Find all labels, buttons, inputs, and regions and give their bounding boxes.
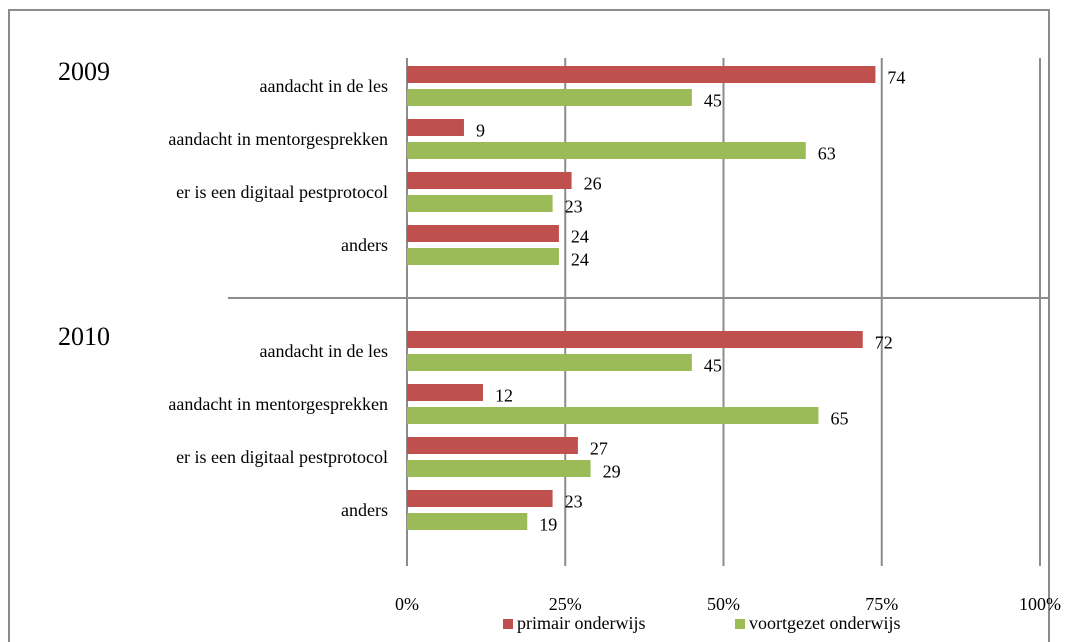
bar — [407, 384, 483, 401]
bar — [407, 119, 464, 136]
x-tick-label: 75% — [865, 594, 898, 614]
bar — [407, 407, 819, 424]
y-tick-label: aandacht in mentorgesprekken — [168, 394, 388, 414]
legend-swatch — [735, 619, 745, 629]
y-tick-label: anders — [341, 235, 388, 255]
legend-swatch — [503, 619, 513, 629]
legend-label: voortgezet onderwijs — [749, 613, 900, 633]
bar — [407, 248, 559, 265]
bar — [407, 331, 863, 348]
frame — [8, 9, 1050, 642]
data-label: 24 — [571, 227, 589, 247]
bar — [407, 490, 553, 507]
x-tick-label: 50% — [707, 594, 740, 614]
x-tick-label: 0% — [395, 594, 419, 614]
x-tick-label: 100% — [1019, 594, 1061, 614]
bar — [407, 437, 578, 454]
y-tick-label: er is een digitaal pestprotocol — [176, 447, 388, 467]
bar — [407, 89, 692, 106]
y-tick-label: aandacht in de les — [260, 76, 388, 96]
data-label: 72 — [875, 333, 893, 353]
bar — [407, 460, 591, 477]
data-label: 63 — [818, 144, 836, 164]
bar — [407, 225, 559, 242]
data-label: 12 — [495, 386, 513, 406]
data-label: 19 — [539, 515, 557, 535]
y-tick-label: er is een digitaal pestprotocol — [176, 182, 388, 202]
data-label: 29 — [603, 462, 621, 482]
y-tick-label: aandacht in de les — [260, 341, 388, 361]
data-label: 65 — [830, 409, 848, 429]
bar — [407, 354, 692, 371]
x-tick-label: 25% — [549, 594, 582, 614]
data-label: 26 — [584, 174, 602, 194]
data-label: 27 — [590, 439, 608, 459]
bar — [407, 66, 876, 83]
data-label: 9 — [476, 121, 485, 141]
data-label: 24 — [571, 250, 589, 270]
legend-label: primair onderwijs — [517, 613, 645, 633]
data-label: 45 — [704, 91, 722, 111]
bar — [407, 513, 528, 530]
data-label: 74 — [887, 68, 905, 88]
group-label: 2009 — [58, 57, 110, 86]
bar — [407, 195, 553, 212]
bar — [407, 142, 806, 159]
data-label: 23 — [565, 197, 583, 217]
bar — [407, 172, 572, 189]
data-label: 45 — [704, 356, 722, 376]
y-tick-label: aandacht in mentorgesprekken — [168, 129, 388, 149]
y-tick-label: anders — [341, 500, 388, 520]
group-label: 2010 — [58, 322, 110, 351]
data-label: 23 — [565, 492, 583, 512]
